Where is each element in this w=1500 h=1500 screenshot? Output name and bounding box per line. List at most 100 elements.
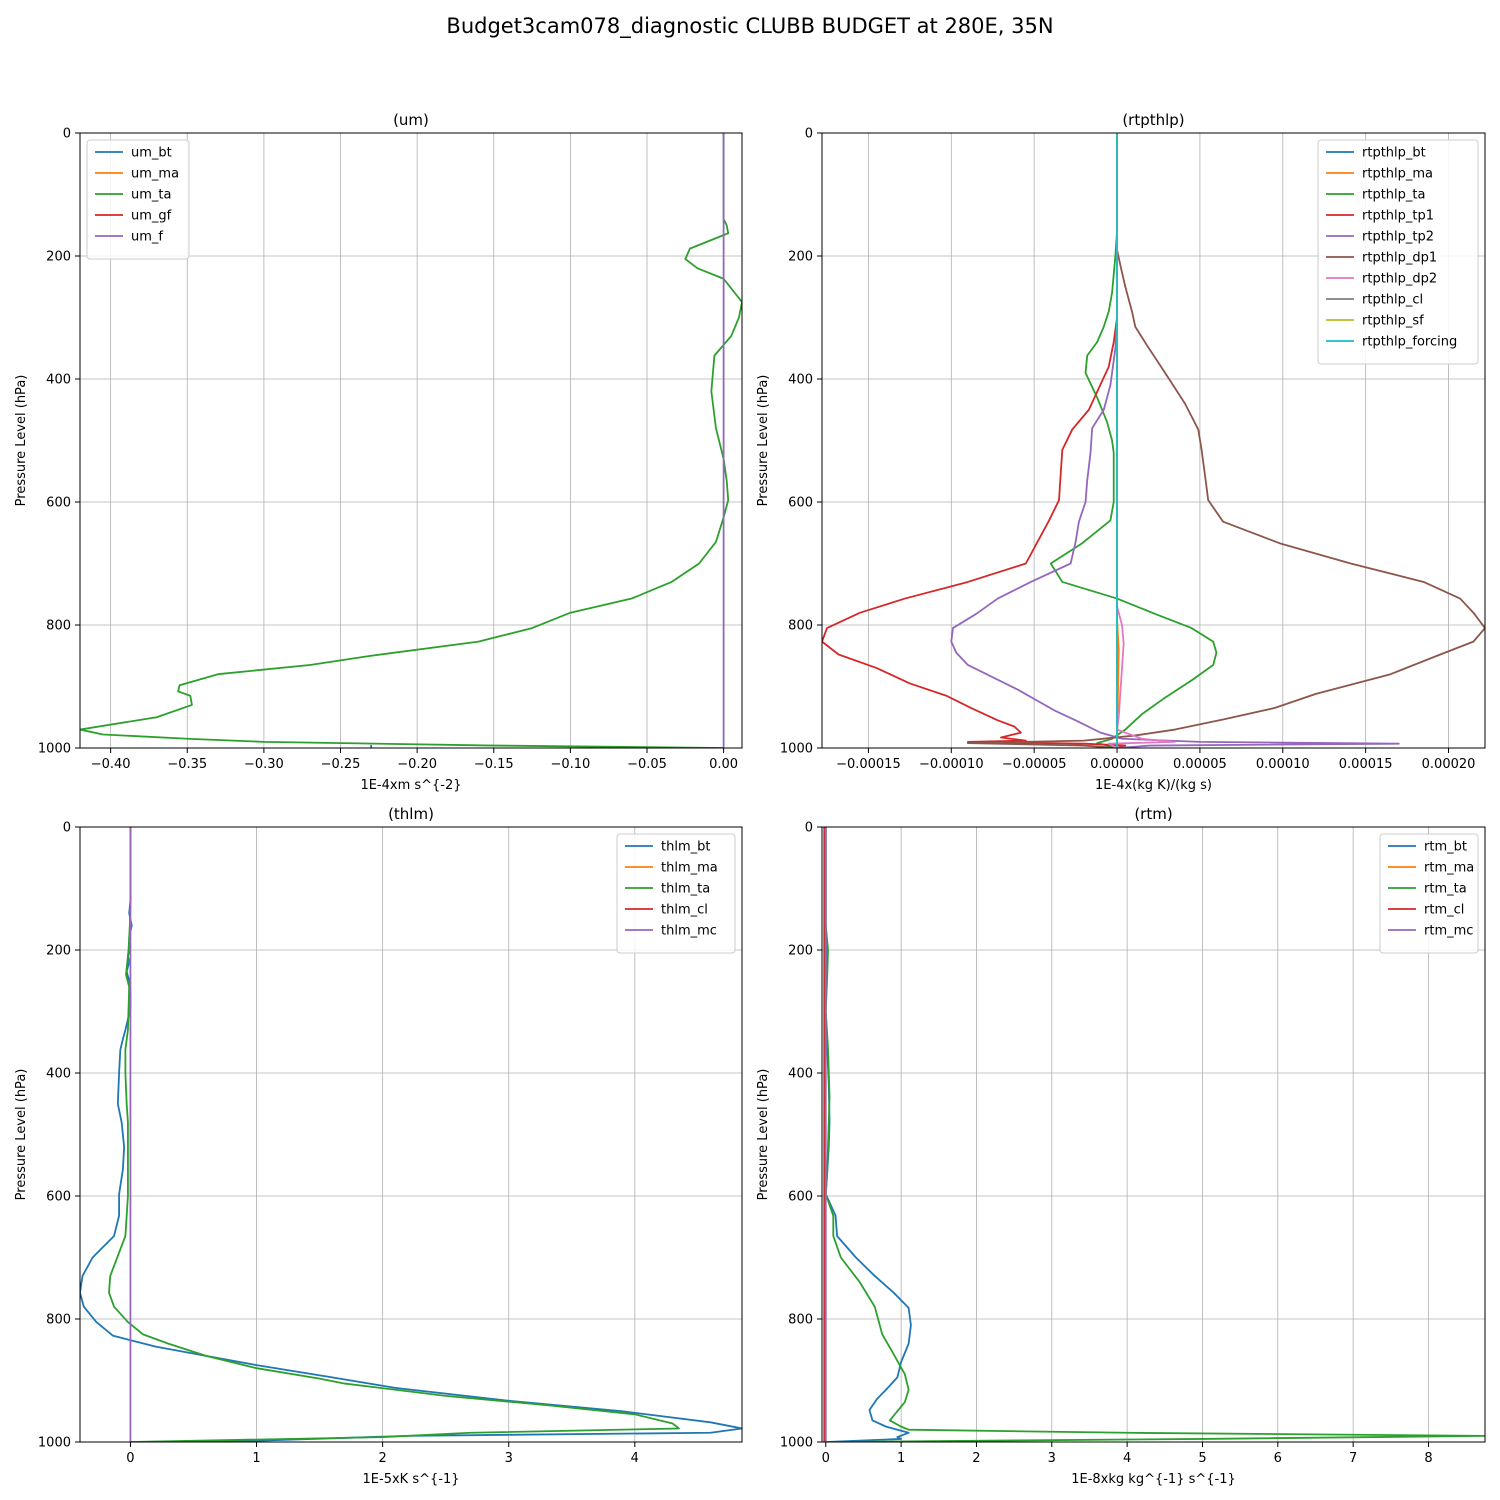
y-tick-label: 800: [46, 619, 71, 634]
series-group: [823, 827, 1485, 1442]
y-tick-label: 400: [788, 373, 813, 388]
legend-label-um_gf: um_gf: [131, 209, 172, 224]
y-tick-label: 200: [46, 944, 71, 959]
legend: thlm_bt thlm_ma thlm_ta thlm_cl thlm_mc: [616, 833, 736, 954]
legend-box: [1317, 139, 1479, 365]
x-tick-label: 1: [897, 1451, 905, 1466]
x-axis-label: 1E-8xkg kg^{-1} s^{-1}: [1071, 1472, 1236, 1487]
y-tick-label: 600: [46, 496, 71, 511]
x-axis-label: 1E-4xm s^{-2}: [360, 778, 461, 793]
series-group: [822, 133, 1485, 748]
legend-label-rtm_ma: rtm_ma: [1424, 861, 1474, 876]
x-tick-label: 3: [505, 1451, 513, 1466]
series-line-thlm_ta: [108, 827, 680, 1442]
y-tick-label: 200: [788, 944, 813, 959]
legend-label-um_ma: um_ma: [131, 167, 179, 182]
x-tick-label: 8: [1424, 1451, 1432, 1466]
legend-label-rtpthlp_dp2: rtpthlp_dp2: [1362, 272, 1437, 287]
subplot-2: −0.00015 −0.00010 −0.00005 0.00000 0.00005 0.…: [756, 111, 1486, 793]
legend-label-um_f: um_f: [131, 230, 163, 245]
y-axis-label: Pressure Level (hPa): [756, 375, 771, 507]
y-tick-label: 0: [805, 127, 813, 142]
legend-label-rtm_ta: rtm_ta: [1424, 882, 1467, 897]
y-tick-label: 600: [46, 1190, 71, 1205]
series-group: [80, 133, 742, 748]
x-tick-label: 0.00010: [1256, 757, 1310, 772]
legend-label-rtm_cl: rtm_cl: [1424, 903, 1464, 918]
series-line-rtpthlp_tp2: [950, 133, 1400, 748]
axes-frame: [821, 132, 1486, 749]
x-tick-label: 7: [1349, 1451, 1357, 1466]
x-tick-label: −0.00010: [919, 757, 984, 772]
y-axis-label: Pressure Level (hPa): [14, 375, 29, 507]
axes-frame: [79, 826, 743, 1443]
legend-label-rtpthlp_dp1: rtpthlp_dp1: [1362, 251, 1437, 266]
x-axis-label: 1E-4x(kg K)/(kg s): [1095, 778, 1212, 793]
x-tick-label: 0.00020: [1422, 757, 1476, 772]
legend-label-rtpthlp_sf: rtpthlp_sf: [1362, 314, 1424, 329]
legend-label-rtm_bt: rtm_bt: [1424, 840, 1467, 855]
y-tick-label: 600: [788, 1190, 813, 1205]
x-tick-label: −0.00005: [1002, 757, 1067, 772]
x-tick-label: 0.00000: [1090, 757, 1144, 772]
legend: rtpthlp_bt rtpthlp_ma rtpthlp_ta rtpthlp_tp…: [1317, 139, 1479, 365]
x-tick-label: −0.10: [550, 757, 590, 772]
legend-label-rtpthlp_tp1: rtpthlp_tp1: [1362, 209, 1434, 224]
legend-label-rtpthlp_tp2: rtpthlp_tp2: [1362, 230, 1434, 245]
series-line-rtpthlp_ta: [1049, 133, 1218, 748]
y-tick-label: 800: [788, 619, 813, 634]
x-axis-label: 1E-5xK s^{-1}: [363, 1472, 460, 1487]
x-tick-label: 0: [822, 1451, 830, 1466]
figure-title: Budget3cam078_diagnostic CLUBB BUDGET at…: [446, 14, 1054, 38]
y-tick-label: 1000: [780, 1436, 813, 1451]
series-line-rtm_bt: [824, 827, 912, 1442]
legend-label-rtpthlp_cl: rtpthlp_cl: [1362, 293, 1423, 308]
y-tick-label: 400: [46, 373, 71, 388]
subplot-4: 0 1 2 3 4 5 6 7 8 0 200 400 600 800 1000 (rtm) 1E-8xkg k…: [756, 805, 1486, 1487]
legend-label-rtpthlp_ta: rtpthlp_ta: [1362, 188, 1425, 203]
subplot-1: −0.40 −0.35 −0.30 −0.25 −0.20 −0.15 −0.10 −0.05…: [14, 111, 743, 793]
x-tick-label: 0: [126, 1451, 134, 1466]
x-tick-label: −0.25: [321, 757, 361, 772]
x-tick-label: 0.00: [709, 757, 738, 772]
x-tick-label: −0.30: [244, 757, 284, 772]
x-tick-label: −0.40: [91, 757, 131, 772]
series-line-rtpthlp_dp2: [1107, 133, 1176, 748]
legend-box: [616, 833, 736, 954]
y-axis-label: Pressure Level (hPa): [756, 1069, 771, 1201]
axes-frame: [79, 132, 743, 749]
subplot-3: 0 1 2 3 4 0 200 400 600 800 1000 (thlm) 1E-5xK s^{-1…: [14, 805, 743, 1487]
legend-label-rtpthlp_forcing: rtpthlp_forcing: [1362, 335, 1457, 350]
x-tick-label: 5: [1198, 1451, 1206, 1466]
legend-box: [86, 139, 190, 260]
series-group: [80, 827, 742, 1442]
x-tick-label: 6: [1274, 1451, 1282, 1466]
y-tick-label: 400: [46, 1067, 71, 1082]
y-tick-label: 200: [46, 250, 71, 265]
y-tick-label: 1000: [780, 742, 813, 757]
legend: rtm_bt rtm_ma rtm_ta rtm_cl rtm_mc: [1379, 833, 1479, 954]
legend-label-thlm_cl: thlm_cl: [661, 903, 708, 918]
subplot-title: (um): [393, 111, 429, 129]
y-tick-label: 1000: [38, 742, 71, 757]
x-tick-label: 0.00015: [1339, 757, 1393, 772]
y-tick-label: 800: [46, 1313, 71, 1328]
y-tick-label: 0: [63, 821, 71, 836]
x-tick-label: −0.05: [627, 757, 667, 772]
x-tick-label: −0.35: [167, 757, 207, 772]
x-tick-label: −0.15: [474, 757, 514, 772]
legend-label-rtm_mc: rtm_mc: [1424, 924, 1473, 939]
y-axis-label: Pressure Level (hPa): [14, 1069, 29, 1201]
y-tick-label: 200: [788, 250, 813, 265]
subplot-title: (rtpthlp): [1122, 111, 1184, 129]
x-tick-label: 4: [631, 1451, 639, 1466]
series-line-rtpthlp_dp1: [966, 133, 1485, 748]
y-tick-label: 0: [63, 127, 71, 142]
series-line-um_ta: [80, 133, 742, 748]
x-tick-label: −0.20: [397, 757, 437, 772]
y-tick-label: 600: [788, 496, 813, 511]
subplot-title: (rtm): [1134, 805, 1172, 823]
legend: um_bt um_ma um_ta um_gf um_f: [86, 139, 190, 260]
y-tick-label: 1000: [38, 1436, 71, 1451]
